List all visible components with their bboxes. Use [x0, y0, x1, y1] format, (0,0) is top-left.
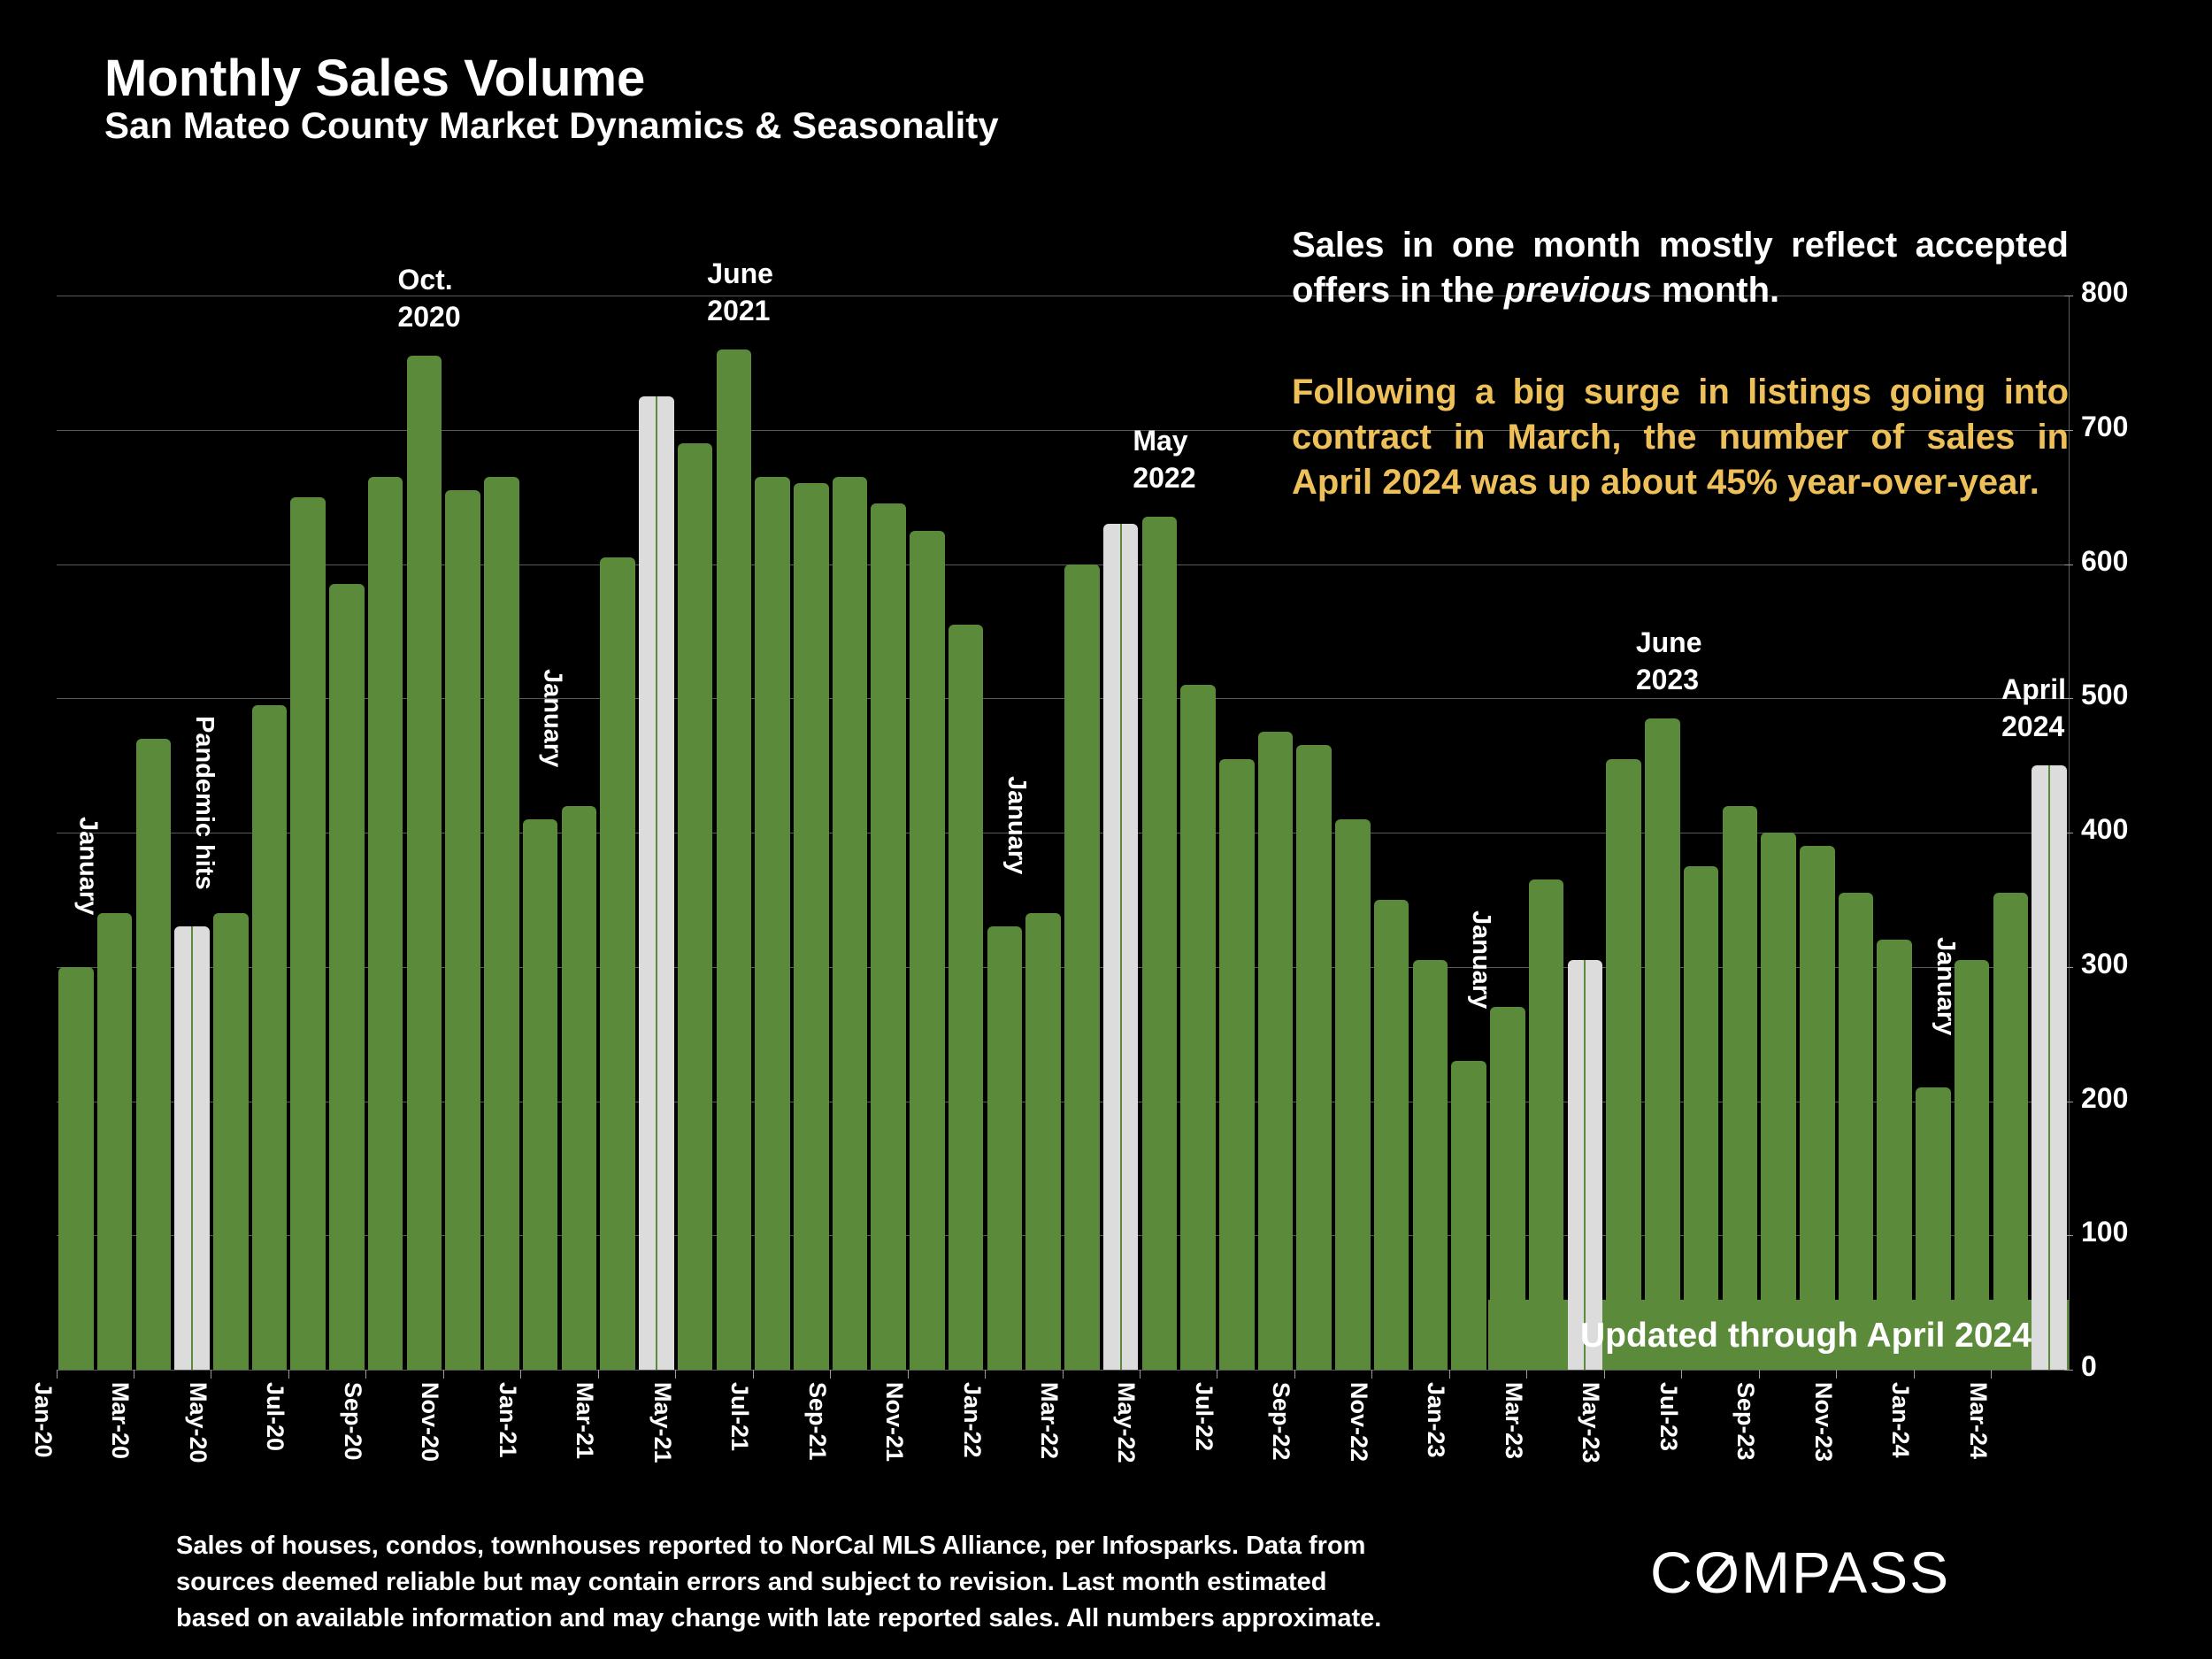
svg-text:COMPASS: COMPASS — [1650, 1540, 1950, 1605]
